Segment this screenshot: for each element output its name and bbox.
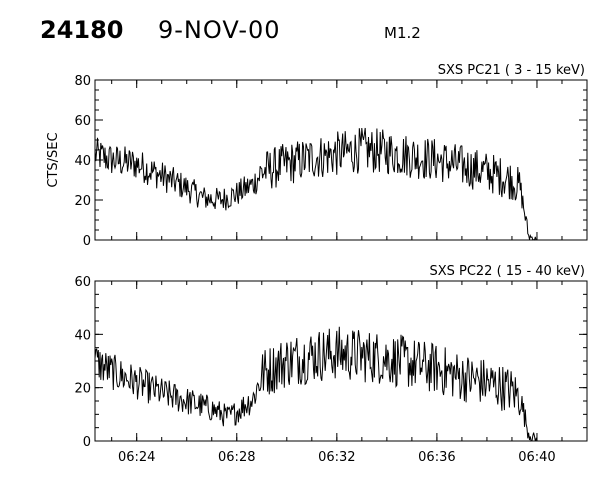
- y-tick-label: 0: [83, 435, 91, 450]
- x-tick-label: 06:40: [518, 450, 555, 465]
- y-tick-label: 60: [74, 275, 91, 290]
- event-date: 9-NOV-00: [158, 16, 281, 44]
- event-id: 24180: [40, 16, 124, 44]
- x-tick-label: 06:32: [318, 450, 355, 465]
- channel-title: SXS PC22 ( 15 - 40 keV): [429, 264, 585, 279]
- y-tick-label: 0: [83, 234, 91, 249]
- x-tick-label: 06:36: [418, 450, 455, 465]
- y-axis-label: CTS/SEC: [46, 132, 61, 187]
- y-tick-label: 20: [74, 194, 91, 209]
- y-tick-label: 60: [74, 114, 91, 129]
- channel-title: SXS PC21 ( 3 - 15 keV): [438, 63, 585, 78]
- y-tick-label: 40: [74, 154, 91, 169]
- y-tick-label: 40: [74, 328, 91, 343]
- lightcurve-series-2: [94, 326, 538, 442]
- y-tick-label: 80: [74, 74, 91, 89]
- x-tick-label: 06:24: [118, 450, 155, 465]
- x-tick-label: 06:28: [218, 450, 255, 465]
- lightcurve-series-1: [94, 127, 537, 241]
- flare-class: M1.2: [384, 24, 421, 42]
- y-tick-label: 20: [74, 382, 91, 397]
